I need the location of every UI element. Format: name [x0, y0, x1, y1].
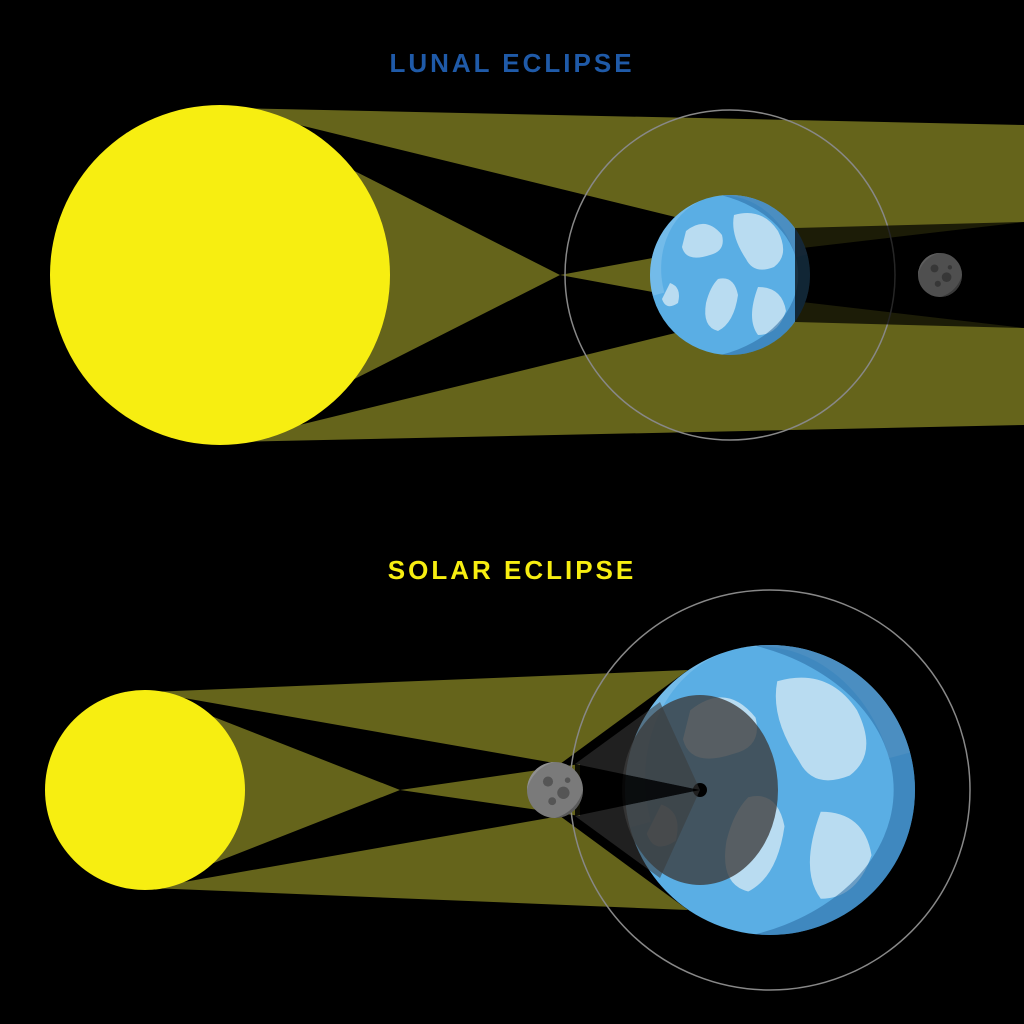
- lunar-moon-shade: [918, 253, 962, 297]
- lunar-earth-shadow: [795, 222, 1024, 328]
- solar-moon: [527, 762, 583, 818]
- lunar-eclipse-panel: [50, 105, 1024, 445]
- solar-title: SOLAR ECLIPSE: [388, 555, 636, 586]
- solar-sun: [45, 690, 245, 890]
- solar-eclipse-panel: [45, 590, 970, 990]
- eclipse-diagram: [0, 0, 1024, 1024]
- lunar-sun: [50, 105, 390, 445]
- lunar-title: LUNAL ECLIPSE: [389, 48, 634, 79]
